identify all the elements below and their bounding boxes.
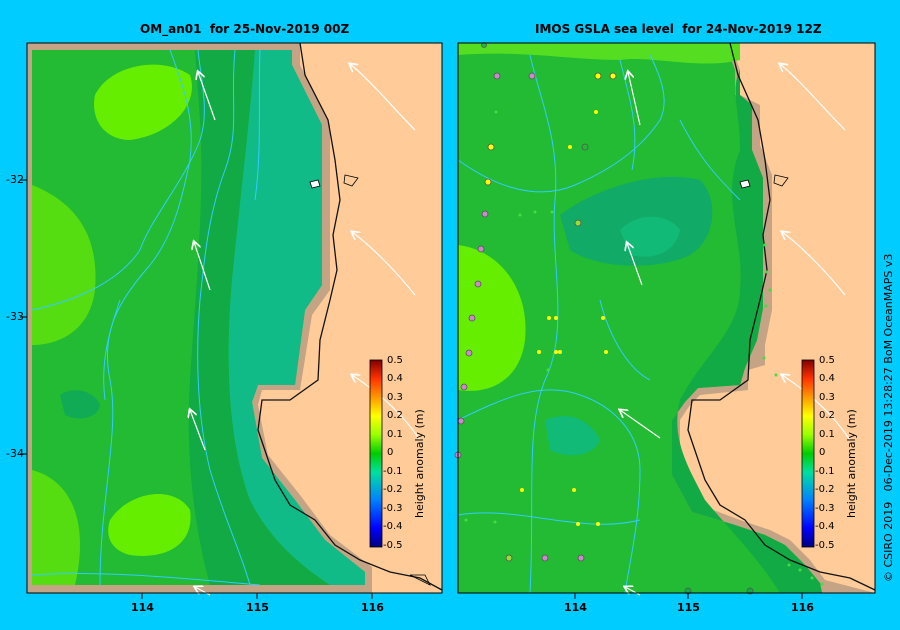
lat-tick: -34 — [6, 447, 24, 460]
coastline — [257, 42, 443, 591]
lon-tick: 114 — [564, 601, 587, 614]
right-colorbar — [801, 359, 815, 548]
colorbar-tick: 0 — [387, 447, 394, 458]
contour-lines — [31, 49, 261, 586]
lat-tick: -33 — [6, 310, 24, 323]
colorbar-tick: 0.4 — [819, 373, 835, 384]
lon-tick: 116 — [791, 601, 814, 614]
sla-small-green-points — [464, 110, 824, 586]
axis-ticks — [20, 179, 803, 599]
right-panel-title: IMOS GSLA sea level for 24-Nov-2019 12Z — [535, 22, 822, 36]
colorbar-tick: 0.5 — [387, 355, 403, 366]
lon-tick: 115 — [246, 601, 269, 614]
colorbar-tick: 0.1 — [819, 429, 835, 440]
left-colorbar — [369, 359, 383, 548]
colorbar-tick: -0.2 — [815, 484, 835, 495]
colorbar-tick: 0.4 — [387, 373, 403, 384]
sla-yellow-points — [520, 110, 608, 526]
ocean-anomaly-field — [458, 43, 822, 593]
lon-tick: 114 — [131, 601, 154, 614]
current-vectors — [620, 64, 851, 596]
colorbar-tick: -0.2 — [383, 484, 403, 495]
lon-tick: 116 — [361, 601, 384, 614]
colorbar-tick: 0.2 — [819, 410, 835, 421]
colorbar-tick: 0 — [819, 447, 826, 458]
colorbar-tick: 0.1 — [387, 429, 403, 440]
colorbar-tick: -0.3 — [815, 503, 835, 514]
colorbar-tick: 0.2 — [387, 410, 403, 421]
right-map — [454, 42, 876, 596]
colorbar-tick: -0.5 — [815, 540, 835, 551]
colorbar-tick: 0.3 — [387, 392, 403, 403]
credit-text: © CSIRO 2019 06-Dec-2019 13:28:27 BoM Oc… — [882, 253, 895, 582]
right-map-frame — [457, 42, 876, 594]
lat-tick: -32 — [6, 173, 24, 186]
contour-lines — [457, 54, 741, 594]
colorbar-tick: -0.4 — [383, 521, 403, 532]
colorbar-tick: -0.1 — [815, 466, 835, 477]
colorbar-tick: -0.4 — [815, 521, 835, 532]
left-map-frame — [26, 42, 443, 594]
colorbar-label: height anomaly (m) — [413, 409, 426, 518]
lon-tick: 115 — [677, 601, 700, 614]
colorbar-tick: -0.1 — [383, 466, 403, 477]
colorbar-tick: 0.5 — [819, 355, 835, 366]
colorbar-label: height anomaly (m) — [845, 409, 858, 518]
coastline — [687, 42, 876, 591]
colorbar-tick: -0.3 — [383, 503, 403, 514]
current-vectors — [190, 64, 421, 596]
colorbar-tick: 0.3 — [819, 392, 835, 403]
left-panel-title: OM_an01 for 25-Nov-2019 00Z — [140, 22, 350, 36]
colorbar-tick: -0.5 — [383, 540, 403, 551]
